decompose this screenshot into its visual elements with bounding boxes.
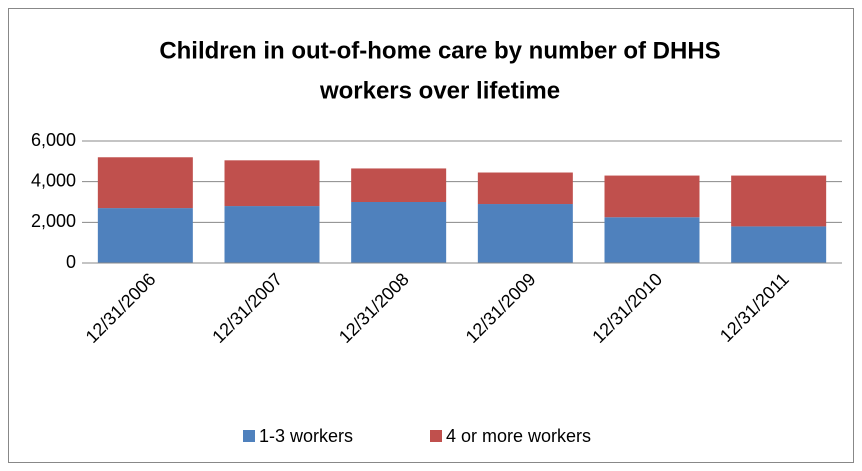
legend-label: 1-3 workers bbox=[259, 426, 353, 446]
bar-segment bbox=[731, 226, 827, 263]
bar-segment bbox=[224, 206, 320, 263]
bar-segment bbox=[224, 160, 320, 207]
bar-segment bbox=[351, 168, 447, 202]
bar-segment bbox=[477, 172, 573, 205]
bar-segment bbox=[604, 217, 700, 263]
legend-swatch bbox=[243, 430, 255, 442]
bar-segment bbox=[351, 202, 447, 263]
bar-segment bbox=[477, 204, 573, 263]
bar-segment bbox=[97, 157, 193, 209]
chart-title: Children in out-of-home care by number o… bbox=[159, 37, 720, 64]
legend-swatch bbox=[430, 430, 442, 442]
y-tick-label: 4,000 bbox=[31, 170, 76, 190]
bar-segment bbox=[731, 175, 827, 227]
bar-segment bbox=[604, 175, 700, 218]
y-tick-label: 2,000 bbox=[31, 211, 76, 231]
y-tick-label: 6,000 bbox=[31, 130, 76, 150]
chart-title: workers over lifetime bbox=[319, 77, 560, 104]
y-tick-label: 0 bbox=[66, 252, 76, 272]
legend-label: 4 or more workers bbox=[446, 426, 591, 446]
bar-segment bbox=[97, 208, 193, 263]
